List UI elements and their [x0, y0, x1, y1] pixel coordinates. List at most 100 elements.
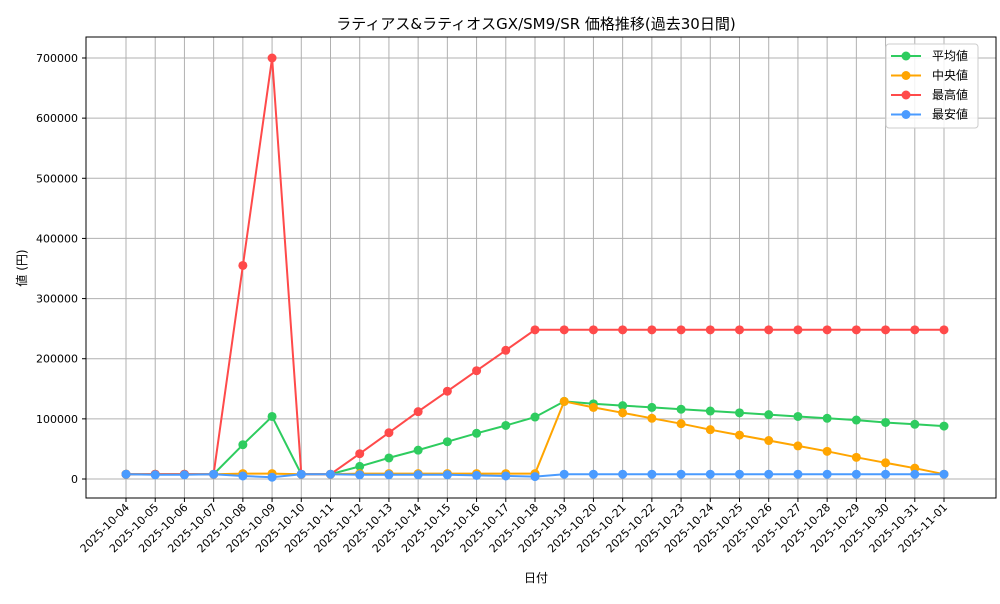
data-point [881, 417, 891, 427]
data-point [735, 408, 744, 418]
data-point [793, 411, 803, 421]
y-tick-label: 200000 [36, 353, 78, 366]
plot-frame [85, 36, 997, 499]
legend-item: 平均値 [891, 48, 968, 63]
data-point [588, 402, 598, 412]
legend-marker-icon [901, 71, 911, 80]
series-最安値 [121, 469, 949, 482]
data-point [851, 469, 861, 479]
data-point [530, 325, 540, 335]
data-point [618, 408, 628, 418]
legend-label: 中央値 [932, 68, 968, 83]
data-point [851, 452, 861, 462]
data-point [705, 425, 715, 435]
series-layer [121, 53, 949, 482]
chart-title: ラティアス&ラティオスGX/SM9/SR 価格推移(過去30日間) [336, 15, 735, 33]
data-point [851, 415, 861, 425]
data-point [267, 411, 277, 421]
data-point [209, 469, 219, 479]
data-point [355, 470, 365, 480]
data-point [910, 419, 920, 429]
data-point [442, 437, 452, 447]
data-point [910, 469, 920, 479]
data-point [881, 458, 891, 468]
data-point [530, 472, 540, 482]
data-point [559, 396, 569, 406]
legend-marker-icon [901, 90, 911, 100]
data-point [472, 366, 482, 376]
y-tick-label: 600000 [36, 112, 78, 125]
data-point [472, 428, 482, 438]
data-point [881, 325, 891, 335]
data-point [705, 469, 715, 479]
data-point [238, 260, 248, 270]
data-point [822, 413, 832, 423]
data-point [705, 406, 715, 416]
legend-item: 最安値 [891, 107, 968, 122]
data-point [238, 471, 248, 481]
data-point [793, 441, 803, 451]
data-point [939, 421, 949, 431]
data-point [764, 410, 774, 420]
data-point [822, 325, 832, 335]
data-point [326, 469, 335, 479]
data-point [588, 325, 598, 335]
legend-box [885, 43, 979, 129]
data-point [530, 412, 540, 422]
data-point [764, 436, 774, 446]
data-point [705, 325, 715, 335]
data-point [647, 402, 657, 412]
data-point [355, 449, 365, 459]
data-point [559, 469, 569, 479]
y-axis-ticks: 0 100000 200000 300000 400000 500000 600000 700… [36, 52, 86, 486]
data-point [910, 325, 920, 335]
legend-marker-icon [901, 110, 911, 119]
data-point [618, 401, 628, 411]
legend-label: 最安値 [932, 107, 968, 122]
grid-lines [86, 37, 996, 498]
data-point [267, 472, 277, 482]
data-point [618, 325, 628, 335]
x-axis-ticks: 2025-10-042025-10-052025-10-062025-10-07… [78, 498, 950, 555]
data-point [384, 470, 394, 480]
data-point [618, 469, 628, 479]
data-point [647, 469, 657, 479]
data-point [442, 470, 452, 480]
data-point [764, 469, 774, 479]
data-point [647, 325, 657, 335]
data-point [501, 471, 511, 481]
data-point [384, 453, 394, 463]
y-tick-label: 0 [71, 473, 78, 486]
data-point [267, 53, 277, 63]
legend-label: 最高値 [932, 87, 968, 102]
data-point [735, 469, 744, 479]
data-point [501, 420, 511, 430]
data-point [647, 413, 657, 423]
data-point [238, 440, 248, 450]
y-tick-label: 300000 [36, 293, 78, 306]
data-point [559, 325, 569, 335]
data-point [442, 386, 452, 396]
data-point [851, 325, 861, 335]
data-point [355, 461, 365, 471]
data-point [735, 325, 744, 335]
data-point [588, 469, 598, 479]
data-point [179, 470, 189, 480]
y-tick-label: 500000 [36, 172, 78, 185]
data-point [413, 445, 423, 455]
data-point [676, 325, 686, 335]
data-point [676, 404, 686, 414]
y-tick-label: 400000 [36, 232, 78, 245]
data-point [735, 430, 744, 440]
y-tick-label: 100000 [36, 413, 78, 426]
y-tick-label: 700000 [36, 52, 78, 65]
data-point [822, 469, 832, 479]
data-point [472, 470, 482, 480]
data-point [150, 470, 160, 480]
data-point [413, 470, 423, 480]
data-point [793, 469, 803, 479]
data-point [676, 469, 686, 479]
